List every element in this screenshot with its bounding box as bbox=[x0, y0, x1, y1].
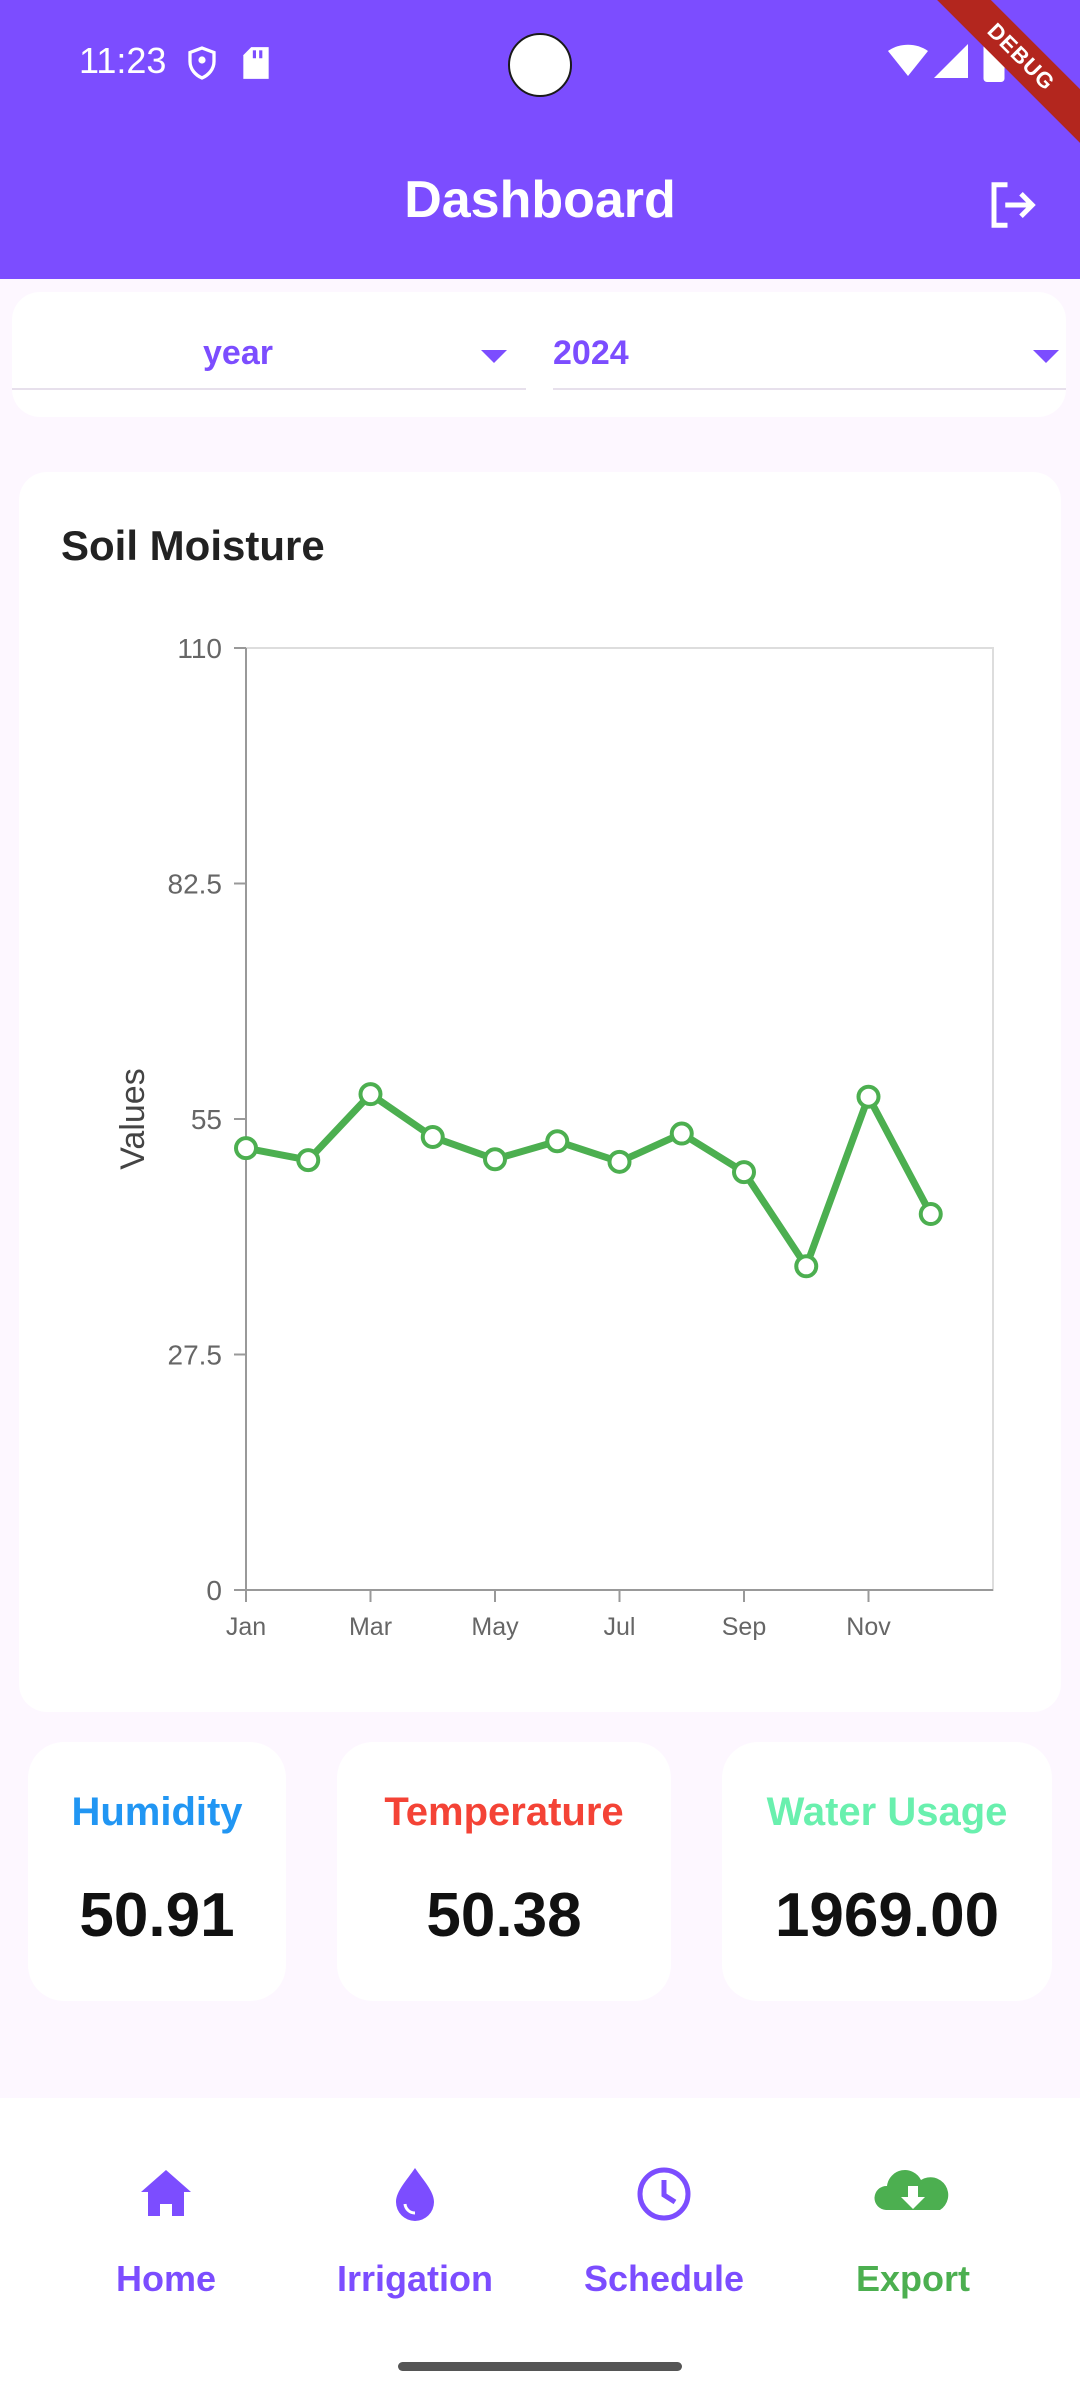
temperature-value: 50.38 bbox=[426, 1881, 582, 1950]
temperature-label: Temperature bbox=[384, 1790, 624, 1834]
year-dropdown[interactable]: 2024 bbox=[553, 322, 1066, 390]
water-usage-card: Water Usage 1969.00 bbox=[722, 1742, 1052, 2001]
temperature-card: Temperature 50.38 bbox=[337, 1742, 671, 2001]
signal-icon bbox=[934, 44, 968, 78]
period-dropdown[interactable]: year bbox=[12, 322, 526, 390]
nav-item-irrigation[interactable]: Irrigation bbox=[290, 2098, 540, 2338]
y-tick-label: 82.5 bbox=[168, 869, 223, 900]
data-point bbox=[545, 1129, 570, 1154]
status-bar: 11:23 DEBUG bbox=[0, 0, 1080, 152]
data-point bbox=[607, 1149, 632, 1174]
water-usage-label: Water Usage bbox=[766, 1790, 1008, 1834]
home-icon bbox=[141, 2170, 191, 2216]
wifi-icon bbox=[888, 44, 928, 76]
humidity-card: Humidity 50.91 bbox=[28, 1742, 286, 2001]
page-title: Dashboard bbox=[404, 171, 676, 229]
nav-item-export[interactable]: Export bbox=[788, 2098, 1038, 2338]
cloud-download-icon bbox=[874, 2170, 949, 2210]
x-tick-label: May bbox=[471, 1613, 519, 1641]
dropdown-caret-icon bbox=[481, 350, 507, 363]
data-point bbox=[856, 1084, 881, 1109]
nav-label-schedule: Schedule bbox=[583, 2258, 745, 2299]
data-point bbox=[669, 1121, 694, 1146]
y-tick-label: 0 bbox=[206, 1575, 222, 1606]
nav-item-home[interactable]: Home bbox=[41, 2098, 291, 2338]
chart-title: Soil Moisture bbox=[61, 522, 325, 569]
nav-label-home: Home bbox=[115, 2258, 217, 2299]
year-dropdown-value: 2024 bbox=[553, 334, 629, 372]
gesture-home-bar bbox=[398, 2362, 682, 2371]
series-line-soil-moisture bbox=[245, 1090, 934, 1270]
bottom-navigation: Home Irrigation Schedule Export bbox=[0, 2098, 1080, 2400]
data-point bbox=[358, 1082, 383, 1107]
x-tick-label: Nov bbox=[846, 1613, 891, 1641]
period-dropdown-value: year bbox=[203, 334, 273, 372]
sd-card-icon bbox=[243, 47, 269, 79]
water-drop-icon bbox=[396, 2168, 434, 2221]
clock-icon bbox=[637, 2167, 691, 2221]
dropdown-caret-icon bbox=[1033, 350, 1059, 363]
water-usage-value: 1969.00 bbox=[774, 1881, 1000, 1950]
shield-icon bbox=[188, 46, 216, 80]
nav-label-export: Export bbox=[855, 2258, 970, 2299]
soil-moisture-chart-card: Soil Moisture Values 0 27.5 55 82.5 110 Jan M… bbox=[19, 472, 1061, 1712]
x-tick-label: Mar bbox=[349, 1613, 392, 1641]
filter-bar: year 2024 bbox=[12, 292, 1066, 417]
humidity-value: 50.91 bbox=[79, 1881, 235, 1950]
app-bar: 11:23 DEBUG Dashboard bbox=[0, 0, 1080, 279]
data-point bbox=[732, 1160, 756, 1185]
y-tick-label: 110 bbox=[177, 633, 222, 664]
data-point bbox=[296, 1148, 321, 1173]
x-tick-label: Jan bbox=[226, 1613, 266, 1641]
humidity-label: Humidity bbox=[71, 1790, 243, 1834]
soil-moisture-chart: Values 0 27.5 55 82.5 110 Jan Mar May Jul Sep Nov bbox=[114, 633, 994, 1641]
x-tick-label: Sep bbox=[722, 1613, 766, 1641]
y-tick-label: 27.5 bbox=[168, 1340, 223, 1371]
nav-item-schedule[interactable]: Schedule bbox=[539, 2098, 789, 2338]
y-axis-label: Values bbox=[114, 1068, 152, 1169]
x-tick-label: Jul bbox=[604, 1613, 636, 1641]
status-time: 11:23 bbox=[79, 40, 167, 81]
data-point bbox=[234, 1136, 258, 1161]
data-point bbox=[918, 1202, 943, 1227]
data-point bbox=[794, 1254, 819, 1279]
logout-icon[interactable] bbox=[985, 178, 1039, 232]
nav-label-irrigation: Irrigation bbox=[336, 2258, 493, 2299]
data-point bbox=[420, 1124, 445, 1149]
camera-cutout bbox=[508, 33, 572, 97]
y-tick-label: 55 bbox=[191, 1104, 222, 1135]
data-point bbox=[483, 1147, 507, 1172]
